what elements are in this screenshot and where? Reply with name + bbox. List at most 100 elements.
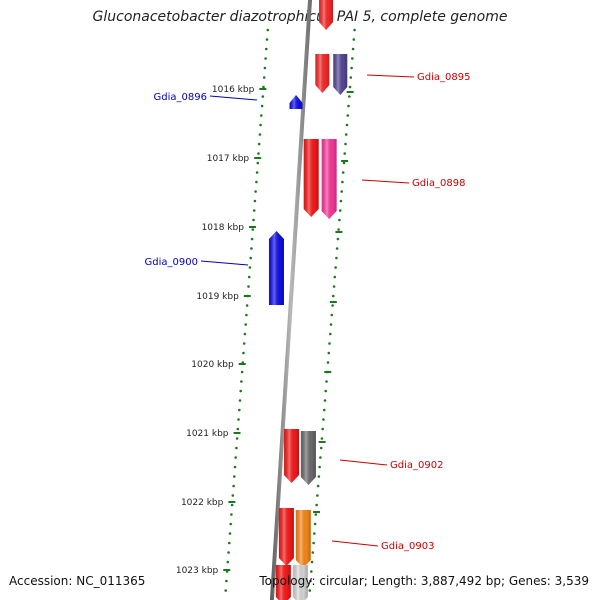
track-dot [313, 522, 317, 526]
track-dot [229, 522, 232, 526]
tick-label: 1018 kbp [202, 223, 245, 233]
track-dot [227, 551, 230, 554]
gene-arrow-gdia_0895-shading [333, 54, 348, 95]
track-dot [340, 190, 344, 193]
gene-features [268, 0, 348, 600]
track-dot [242, 351, 245, 355]
gene-label-gdia_0900[interactable]: Gdia_0900 [145, 257, 198, 268]
genome-title: Gluconacetobacter diazotrophicus PAI 5, … [92, 9, 508, 25]
gene-arrow-shading [275, 565, 291, 600]
track-dot [225, 579, 228, 583]
track-dot [334, 266, 337, 269]
gene-arrow-shading [292, 565, 308, 600]
track-dot [345, 123, 349, 127]
track-dot [335, 256, 338, 260]
track-dot [348, 85, 352, 89]
track-dot [326, 361, 330, 364]
track-dot [237, 418, 240, 421]
track-dot [319, 446, 323, 450]
track-dot [315, 503, 318, 507]
track-dot [313, 532, 316, 535]
track-dot [247, 285, 250, 288]
gene-arrow-gdia_0902-shading [284, 429, 300, 483]
label-leader-line [200, 260, 249, 266]
track-dot [342, 161, 346, 165]
track-dot [263, 66, 267, 70]
tick-label: 1016 kbp [212, 85, 255, 95]
topology-text: Topology: circular; Length: 3,887,492 bp… [259, 574, 589, 588]
label-leader-line [331, 540, 379, 547]
accession-text: Accession: NC_011365 [9, 574, 146, 588]
track-dot [245, 313, 248, 317]
track-dot [332, 294, 335, 298]
track-dot [228, 541, 231, 545]
track-dot [265, 47, 268, 51]
track-dot [346, 114, 350, 117]
track-dot [264, 57, 267, 60]
tick-marks: 1016 kbp 1017 kbp 1018 kbp 1019 kbp 1020 kbp… [176, 85, 267, 576]
track-dot [350, 66, 353, 70]
track-dot [233, 465, 237, 469]
track-dot [310, 560, 314, 564]
track-dot [238, 408, 241, 412]
track-dot [332, 285, 336, 288]
track-dot [232, 484, 235, 488]
track-dot [260, 114, 263, 117]
track-dot [316, 494, 319, 497]
track-dot [256, 161, 260, 165]
track-dot [236, 427, 240, 431]
track-dot [240, 370, 244, 374]
track-dot [230, 503, 234, 507]
track-dot [314, 513, 318, 516]
track-dot [234, 456, 237, 459]
track-dot [233, 475, 236, 478]
track-dot [329, 323, 333, 326]
track-dot [330, 313, 334, 317]
track-dot [251, 228, 255, 231]
gene-label-gdia_0898[interactable]: Gdia_0898 [412, 178, 465, 189]
track-dot [341, 171, 345, 174]
gene-arrow-gdia_0896-shading [289, 95, 303, 109]
gene-label-gdia_0895[interactable]: Gdia_0895 [417, 72, 470, 83]
track-dot [323, 399, 327, 402]
gene-arrow-gdia_0895-shading [315, 54, 330, 93]
track-dot [349, 76, 353, 79]
track-dot [261, 95, 265, 98]
gene-label-gdia_0902[interactable]: Gdia_0902 [390, 460, 443, 471]
track-dot [238, 399, 242, 402]
gene-arrow-gdia_0898-shading [321, 139, 337, 219]
gene-arrow-gdia_0903-shading [278, 508, 294, 566]
track-dot [353, 28, 356, 32]
track-dot [337, 228, 340, 231]
track-dot [320, 437, 324, 440]
track-dot [343, 152, 347, 155]
track-dot [235, 446, 238, 450]
track-dot [319, 456, 322, 459]
track-dot [309, 579, 312, 583]
track-dot [331, 304, 334, 307]
dotted-tracks [224, 28, 356, 592]
label-leader-line [361, 179, 410, 184]
track-dot [351, 47, 355, 51]
gene-label-gdia_0896[interactable]: Gdia_0896 [154, 92, 207, 103]
track-dot [352, 38, 356, 41]
track-dot [258, 133, 262, 136]
track-dot [339, 199, 343, 203]
track-dot [235, 437, 239, 440]
track-dot [247, 275, 251, 279]
backbone [269, 0, 312, 600]
track-dot [310, 570, 313, 573]
track-dot [327, 351, 331, 355]
track-dot [226, 560, 230, 564]
label-leader-line [209, 95, 258, 101]
track-dot [245, 304, 249, 307]
track-dot [266, 28, 270, 32]
tick-label: 1017 kbp [207, 154, 250, 164]
track-dot [242, 342, 246, 345]
track-dot [335, 247, 339, 250]
track-dot [250, 237, 254, 241]
gene-label-gdia_0903[interactable]: Gdia_0903 [381, 541, 434, 552]
genome-backbone [269, 0, 312, 600]
track-dot [321, 427, 325, 431]
